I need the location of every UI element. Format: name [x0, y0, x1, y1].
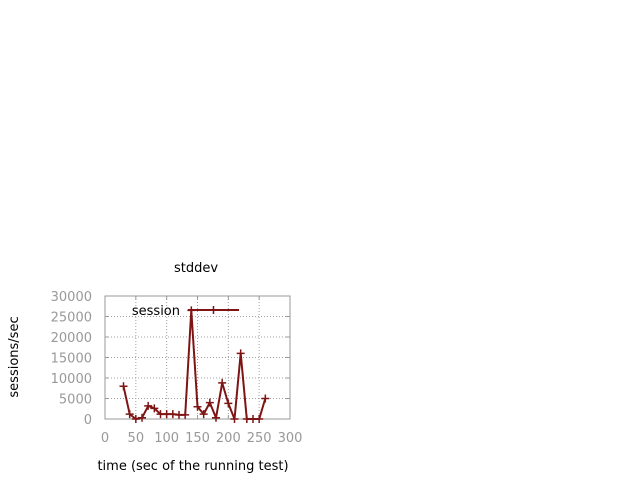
x-tick-label: 150	[185, 431, 210, 446]
y-tick-label: 25000	[51, 311, 92, 326]
data-point	[255, 415, 264, 423]
data-point	[205, 398, 214, 407]
y-tick-label: 5000	[59, 393, 92, 408]
data-point	[261, 394, 270, 403]
series-line-session	[122, 309, 267, 420]
chart-title: stddev	[174, 261, 218, 276]
data-point	[138, 413, 146, 422]
x-axis-label: time (sec of the running test)	[97, 459, 288, 474]
data-point	[150, 404, 159, 413]
x-tick-label: 0	[101, 431, 109, 446]
x-tick-label: 250	[247, 431, 272, 446]
y-tick-label: 30000	[51, 290, 92, 305]
axis-ticks: 0 5000 10000 15000 20000 25000 30000 0 50 100 150 2…	[51, 290, 303, 446]
data-point	[144, 401, 153, 410]
data-point	[224, 399, 233, 408]
x-tick-label: 300	[278, 431, 303, 446]
data-point	[181, 410, 190, 419]
y-tick-label: 10000	[51, 372, 92, 387]
data-point	[199, 410, 208, 419]
y-tick-label: 15000	[51, 352, 92, 367]
data-point	[125, 410, 134, 419]
data-point	[218, 378, 227, 387]
y-tick-label: 0	[84, 413, 92, 428]
legend-marker	[209, 306, 218, 314]
data-point	[230, 415, 239, 423]
series-layer	[119, 306, 270, 423]
data-point	[168, 410, 177, 419]
legend-label: session	[132, 304, 180, 319]
legend: session	[132, 304, 239, 319]
y-axis-label: sessions/sec	[7, 316, 22, 397]
data-point	[131, 415, 140, 423]
x-tick-label: 50	[128, 431, 145, 446]
data-point	[193, 402, 202, 411]
data-point	[236, 349, 245, 358]
y-tick-label: 20000	[51, 331, 92, 346]
data-point	[119, 382, 128, 391]
x-tick-label: 100	[154, 431, 179, 446]
x-tick-label: 200	[216, 431, 241, 446]
data-point	[212, 413, 220, 422]
